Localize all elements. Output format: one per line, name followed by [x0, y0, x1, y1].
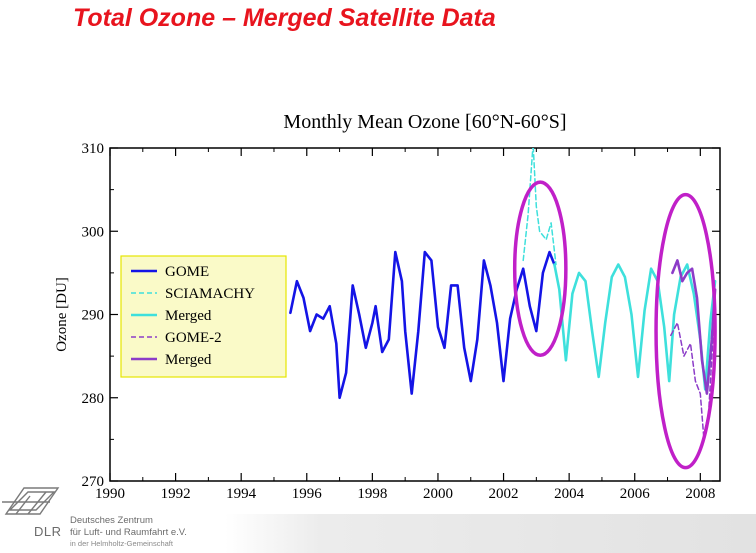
- series-line-merged-4: [671, 259, 717, 395]
- highlight-ellipse-1: [512, 180, 568, 358]
- slide-title: Total Ozone – Merged Satellite Data: [73, 4, 496, 32]
- x-tick-label: 2008: [685, 486, 715, 502]
- y-tick-label: 270: [82, 474, 105, 490]
- series-line-gome-0: [289, 250, 556, 400]
- legend-label-3: GOME-2: [165, 330, 222, 346]
- chart-title: Monthly Mean Ozone [60°N-60°S]: [283, 111, 566, 133]
- y-tick-label: 310: [82, 141, 105, 157]
- logo-line-2: für Luft- und Raumfahrt e.V.: [70, 527, 187, 538]
- series-group: [289, 148, 717, 436]
- logo-line-3: in der Helmholtz-Gemeinschaft: [70, 539, 173, 548]
- x-tick-label: 2004: [554, 486, 585, 502]
- legend-box: [120, 255, 287, 378]
- highlight-ellipse-2: [654, 192, 717, 470]
- dlr-logo: DLR Deutsches Zentrum für Luft- und Raum…: [0, 480, 230, 553]
- legend-label-1: SCIAMACHY: [165, 286, 255, 302]
- legend-label-2: Merged: [165, 308, 212, 324]
- x-tick-label: 1992: [161, 486, 191, 502]
- x-tick-label: 2002: [489, 486, 519, 502]
- x-tick-label: 1998: [357, 486, 387, 502]
- x-tick-label: 1994: [226, 486, 257, 502]
- x-tick-label: 2006: [620, 486, 651, 502]
- x-tick-label: 1990: [95, 486, 125, 502]
- series-line-sciamachy-1: [522, 148, 557, 266]
- logo-line-1: Deutsches Zentrum: [70, 515, 153, 526]
- series-line-merged-2: [553, 263, 717, 391]
- x-tick-label: 2000: [423, 486, 453, 502]
- y-tick-label: 280: [82, 391, 105, 407]
- y-axis-label: Ozone [DU]: [54, 277, 70, 352]
- dlr-logo-mark-icon: [2, 487, 60, 515]
- legend-label-4: Merged: [165, 352, 212, 368]
- footer-band: [225, 514, 756, 553]
- y-tick-label: 290: [82, 308, 105, 324]
- logo-abbr: DLR: [34, 524, 62, 539]
- legend-label-0: GOME: [165, 264, 209, 280]
- x-tick-label: 1996: [292, 486, 323, 502]
- y-tick-label: 300: [82, 224, 105, 240]
